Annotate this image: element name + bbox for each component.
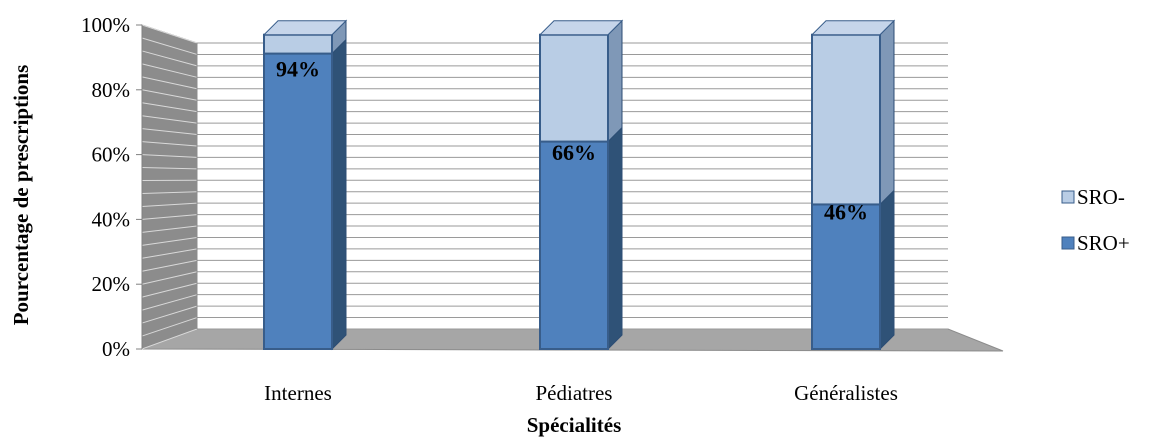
- side-gridline: [141, 202, 198, 207]
- bar-segment-SRO+: [263, 52, 333, 350]
- x-tick-label: Généralistes: [794, 381, 898, 405]
- bar-segment-SRO-: [263, 33, 333, 55]
- data-label: 46%: [824, 200, 868, 225]
- legend-swatch: [1061, 190, 1075, 204]
- left-wall: [141, 24, 198, 350]
- bar-top: [810, 20, 896, 36]
- side-gridline: [141, 259, 198, 272]
- side-gridline: [141, 24, 198, 44]
- y-tick-label: 100%: [81, 13, 130, 37]
- y-tick-label: 60%: [92, 143, 131, 167]
- bar-side-SRO+: [331, 38, 347, 351]
- bar-side-SRO-: [879, 19, 895, 206]
- x-tick-label: Internes: [264, 381, 332, 405]
- bar-top: [538, 20, 624, 36]
- side-gridline: [141, 89, 198, 101]
- side-gridline: [141, 128, 198, 136]
- data-label: 94%: [276, 56, 320, 81]
- y-axis-title: Pourcentage de prescriptions: [9, 65, 33, 326]
- x-axis-title: Spécialités: [527, 413, 622, 437]
- y-tick-label: 20%: [92, 272, 131, 296]
- x-tick-label: Pédiatres: [536, 381, 613, 405]
- data-labels: 94% 66% 46%: [276, 56, 868, 224]
- legend-label: SRO-: [1077, 185, 1125, 209]
- chart-walls: [141, 24, 1004, 352]
- side-gridline: [141, 225, 198, 233]
- side-gridline: [141, 191, 198, 194]
- side-gridline: [141, 328, 198, 350]
- legend: SRO- SRO+: [1061, 185, 1130, 255]
- side-gridline: [141, 102, 198, 113]
- side-gridline: [141, 63, 198, 78]
- side-gridline: [141, 76, 198, 90]
- side-gridline: [141, 115, 198, 124]
- side-gridline: [141, 294, 198, 311]
- legend-label: SRO+: [1077, 231, 1130, 255]
- bars-group: [262, 19, 896, 351]
- side-gridline: [141, 282, 198, 298]
- bar-segment-SRO-: [539, 33, 609, 143]
- legend-swatch: [1061, 236, 1075, 250]
- y-tick-label: 0%: [102, 337, 130, 361]
- data-label: 66%: [552, 140, 596, 165]
- side-gridline: [141, 214, 198, 220]
- side-gridline: [141, 167, 198, 170]
- bar-side-SRO+: [607, 126, 623, 351]
- side-gridline: [141, 141, 198, 147]
- bar-side-SRO-: [607, 19, 623, 143]
- y-tick-label: 40%: [92, 207, 131, 231]
- y-tick-label: 80%: [92, 78, 131, 102]
- side-gridline: [141, 50, 198, 67]
- side-gridline: [141, 305, 198, 324]
- y-axis-ticks: 0% 20% 40% 60% 80% 100%: [81, 13, 143, 361]
- bar-segment-SRO-: [811, 33, 881, 206]
- bar-segment-SRO+: [539, 140, 609, 350]
- bar-top: [262, 20, 348, 36]
- x-axis-ticks: Internes Pédiatres Généralistes: [264, 381, 898, 405]
- side-gridline: [141, 154, 198, 158]
- bar-side-SRO+: [879, 189, 895, 351]
- side-gridline: [141, 317, 198, 337]
- side-gridline: [141, 248, 198, 259]
- side-gridline: [141, 271, 198, 285]
- side-gridline: [141, 236, 198, 246]
- side-gridline: [141, 37, 198, 55]
- bar-segment-SRO+: [811, 203, 881, 350]
